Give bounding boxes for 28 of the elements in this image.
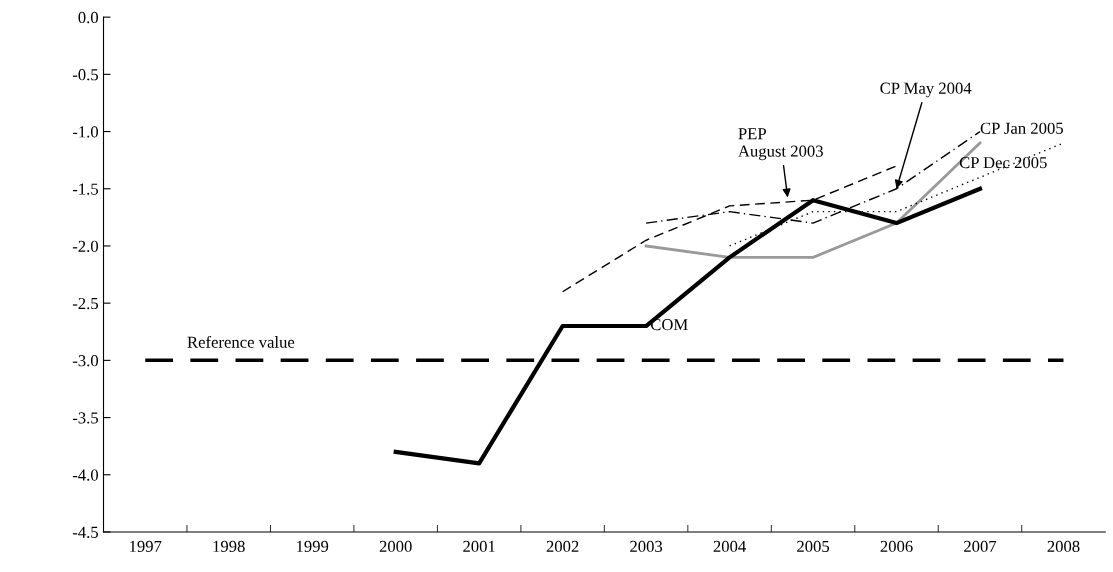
y-tick-label: -2.0 [72, 240, 99, 252]
annotation: CP Dec 2005 [959, 156, 1047, 169]
x-tick-label: 2001 [463, 540, 495, 553]
y-tick-label: -3.5 [72, 412, 98, 424]
annotation: PEP August 2003 [738, 128, 823, 161]
ref-line-label: Reference value [187, 335, 295, 348]
x-tick-label: 1998 [213, 540, 245, 553]
annotation: CP May 2004 [880, 82, 972, 98]
y-tick-label: -3.0 [72, 355, 99, 367]
y-tick-label: -2.5 [72, 297, 98, 310]
x-tick-label: 2003 [630, 540, 663, 553]
x-tick-label: 2004 [713, 540, 746, 553]
y-tick-label: 0.0 [78, 11, 99, 24]
y-tick-label: -1.0 [72, 126, 99, 138]
y-tick-label: -4.5 [72, 526, 98, 538]
line-series [644, 141, 982, 259]
x-tick-label: 2002 [546, 540, 579, 553]
x-tick-label: 1999 [297, 540, 329, 553]
x-tick-label: 1997 [130, 540, 162, 553]
x-tick-label: 2008 [1047, 540, 1080, 553]
x-tick-label: 2000 [379, 540, 412, 553]
annotation: CP Jan 2005 [980, 122, 1063, 134]
x-tick-label: 2006 [880, 540, 913, 553]
y-tick-label: -0.5 [72, 69, 98, 81]
x-tick-label: 2005 [797, 540, 830, 553]
y-tick-label: -1.5 [72, 183, 98, 195]
x-tick-label: 2007 [964, 540, 997, 553]
y-tick-label: -4.0 [72, 469, 99, 481]
